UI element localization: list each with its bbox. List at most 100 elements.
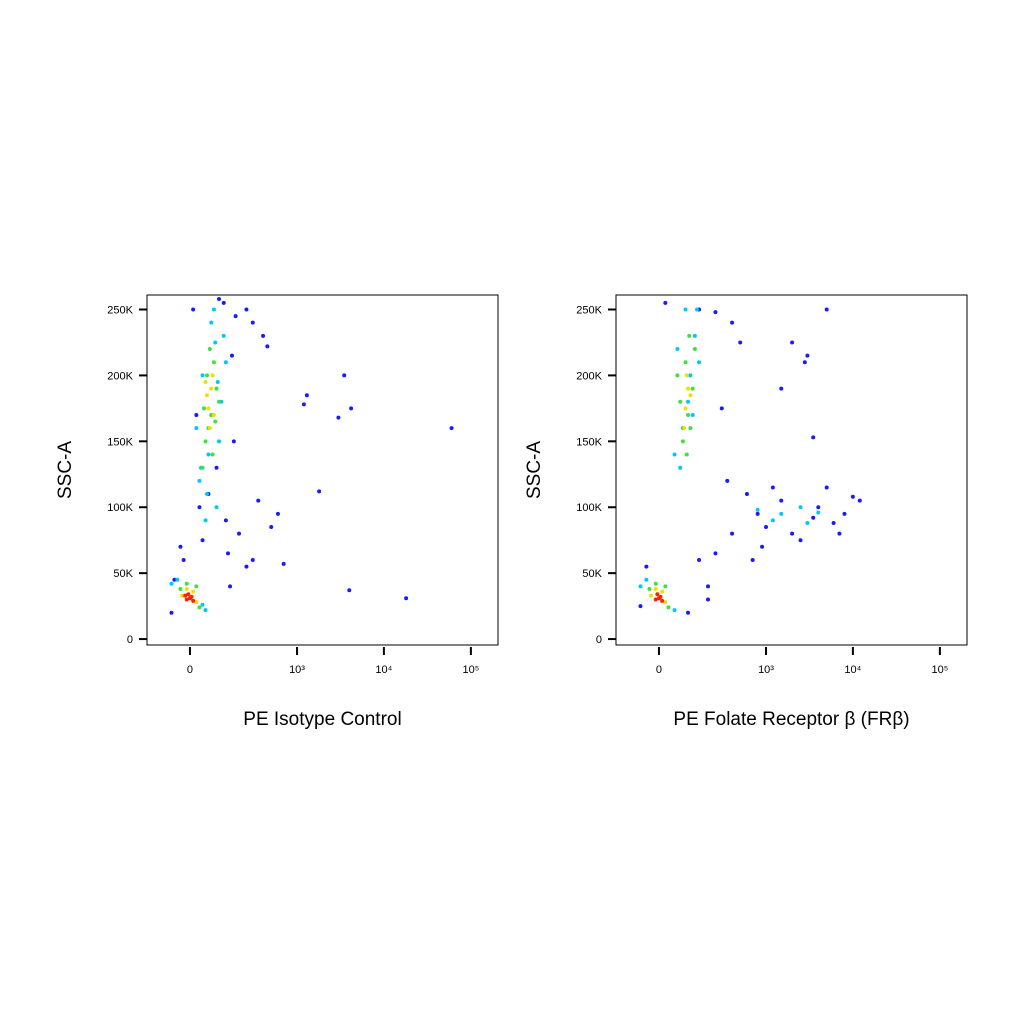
event-dot [197, 478, 202, 483]
event-dot [656, 596, 661, 601]
event-dot [206, 452, 211, 457]
event-dot [663, 600, 668, 605]
event-dot [180, 593, 185, 598]
event-dot [178, 544, 183, 549]
event-dot [660, 598, 665, 603]
event-dot [449, 426, 454, 431]
y-tick-label: 150K [107, 436, 133, 448]
event-dot [217, 439, 222, 444]
x-tick-label: 10⁵ [931, 664, 948, 676]
event-dot [223, 518, 228, 523]
event-dot [203, 608, 208, 613]
event-dot [206, 406, 211, 411]
event-dot [686, 399, 691, 404]
event-dot [690, 386, 695, 391]
event-dot [755, 511, 760, 516]
y-tick-label: 200K [576, 370, 602, 382]
event-dot [169, 610, 174, 615]
event-dot [194, 584, 199, 589]
event-dot [647, 586, 652, 591]
event-dot [755, 507, 760, 512]
x-tick-label: 0 [656, 664, 662, 676]
event-dot [644, 577, 649, 582]
event-dot [342, 373, 347, 378]
event-dot [275, 511, 280, 516]
event-dot [684, 452, 689, 457]
event-dot [816, 510, 821, 515]
event-dot [692, 333, 697, 338]
event-dot [209, 386, 214, 391]
y-tick-label: 250K [576, 305, 602, 317]
event-dot [805, 353, 810, 358]
y-tick-label: 100K [107, 502, 133, 514]
x-tick-label: 10⁵ [462, 664, 479, 676]
event-dot [811, 515, 816, 520]
event-dot [186, 592, 191, 597]
x-tick-label: 10⁴ [844, 664, 861, 676]
event-dot [203, 518, 208, 523]
y-tick-label: 50K [113, 568, 133, 580]
event-dot [760, 544, 765, 549]
event-dot [706, 584, 711, 589]
event-dot [223, 360, 228, 365]
event-dot [824, 485, 829, 490]
event-dot [653, 586, 658, 591]
event-dot [237, 531, 242, 536]
event-dot [183, 593, 188, 598]
event-dot [713, 551, 718, 556]
event-dot [824, 307, 829, 312]
event-dot [811, 435, 816, 440]
event-dot [233, 314, 238, 319]
event-dot [204, 492, 209, 497]
event-dot [638, 584, 643, 589]
event-dot [688, 426, 693, 431]
event-dot [692, 347, 697, 352]
event-dot [770, 485, 775, 490]
event-dot [175, 577, 180, 582]
x-tick-label: 10³ [758, 664, 774, 676]
event-dot [244, 307, 249, 312]
event-dot [687, 333, 692, 338]
event-dot [281, 561, 286, 566]
x-tick-label: 10³ [289, 664, 305, 676]
event-dot [226, 551, 231, 556]
event-dot [404, 596, 409, 601]
event-dot [802, 360, 807, 365]
event-dot [207, 347, 212, 352]
event-dot [194, 600, 199, 605]
event-dot [250, 557, 255, 562]
event-dot [217, 399, 222, 404]
event-dot [349, 406, 354, 411]
event-dot [301, 402, 306, 407]
event-dot [194, 426, 199, 431]
event-dot [695, 307, 700, 312]
event-dot [842, 511, 847, 516]
x-tick-label: 0 [187, 664, 193, 676]
event-dot [214, 465, 219, 470]
event-dot [730, 320, 735, 325]
event-dot [211, 307, 216, 312]
event-dot [203, 439, 208, 444]
event-dot [221, 333, 226, 338]
event-dot [214, 386, 219, 391]
event-dot [203, 380, 208, 385]
event-dot [690, 412, 695, 417]
event-dot [197, 505, 202, 510]
event-dot [672, 608, 677, 613]
event-dot [181, 557, 186, 562]
event-dot [261, 333, 266, 338]
event-dot [178, 586, 183, 591]
event-dot [213, 419, 218, 424]
x-axis-title: PE Isotype Control [243, 709, 401, 730]
event-dot [680, 439, 685, 444]
event-dot [675, 347, 680, 352]
event-dot [197, 605, 202, 610]
y-tick-label: 100K [576, 502, 602, 514]
event-dot [750, 557, 755, 562]
event-dot [244, 564, 249, 569]
event-dot [798, 505, 803, 510]
event-dot [686, 412, 691, 417]
event-dot [678, 399, 683, 404]
event-dot [706, 597, 711, 602]
y-axis-title: SSC-A [55, 441, 76, 499]
